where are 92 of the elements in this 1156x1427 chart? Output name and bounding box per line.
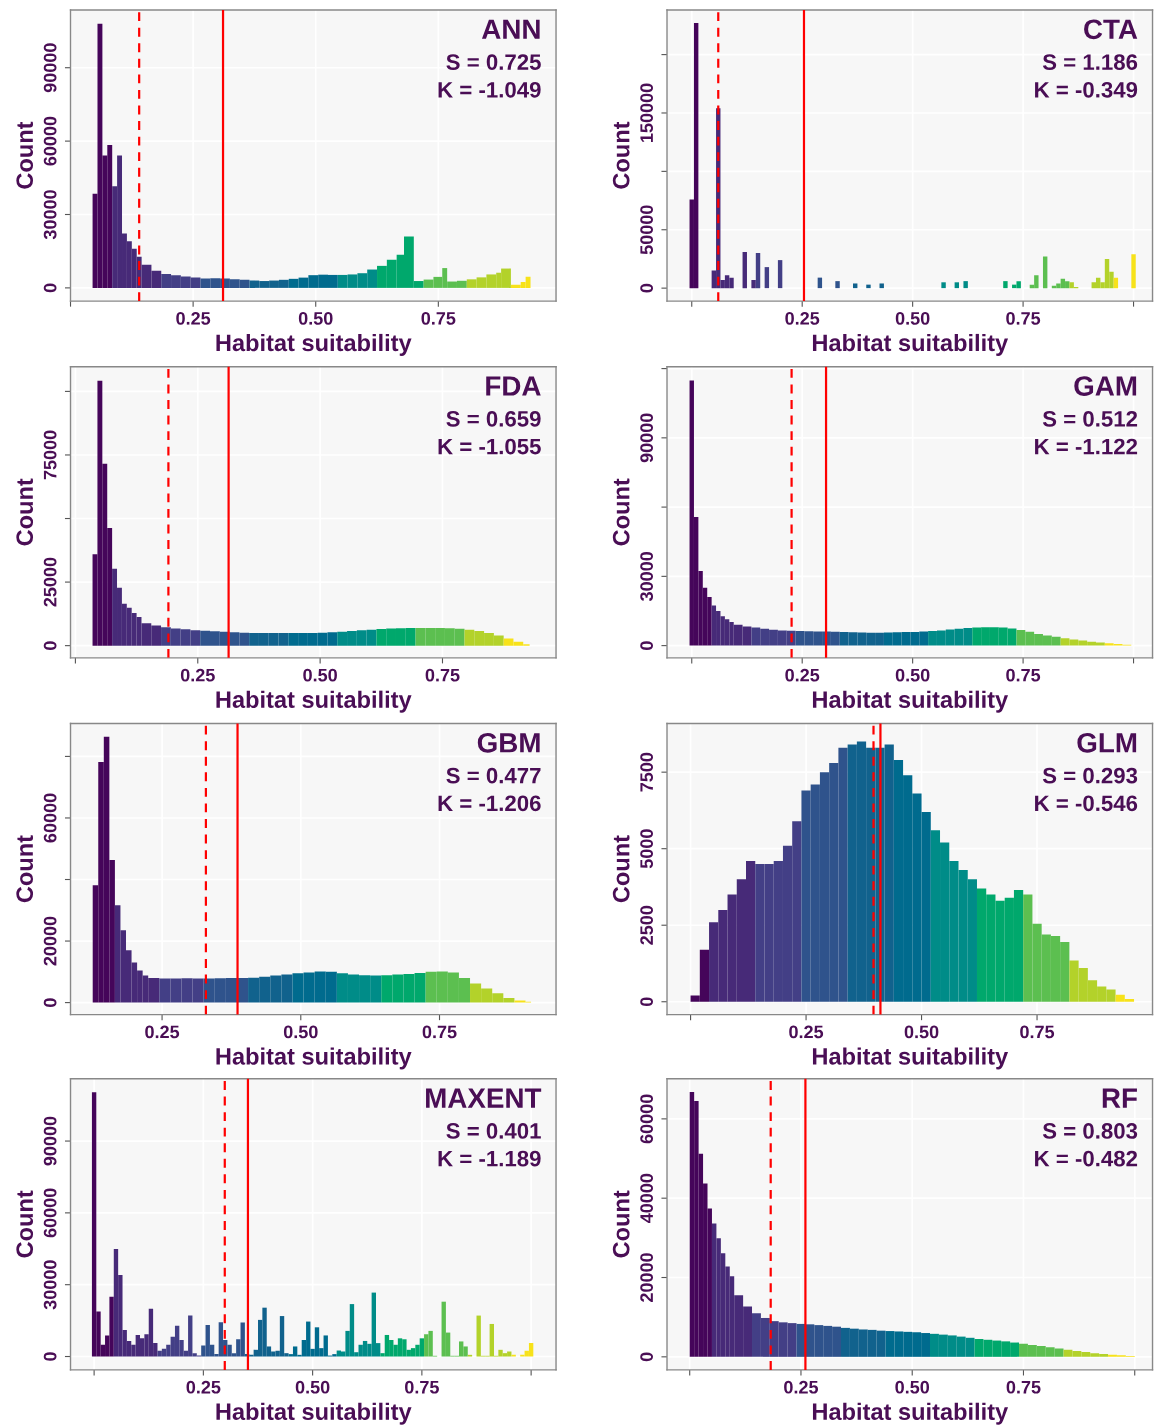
x-tick-label: 0.50 (298, 311, 333, 325)
y-tick-label: 20000 (43, 916, 57, 966)
annotation: S = 0.659 (446, 410, 541, 427)
y-axis-title: Count (612, 1190, 630, 1258)
chart-title: GAM (1074, 376, 1137, 396)
y-tick-label: 60000 (43, 1188, 57, 1238)
x-tick-label: 0.25 (789, 1025, 824, 1039)
x-tick-label: 0.50 (283, 1025, 318, 1039)
x-tick-label: 0.75 (1006, 311, 1041, 325)
y-axis-title: Count (612, 121, 630, 189)
x-axis-title: Habitat suitability (216, 333, 412, 356)
y-axis-title: Count (16, 478, 34, 546)
y-tick-label: 0 (43, 998, 57, 1007)
y-axis-title: Count (16, 1190, 34, 1258)
annotation: S = 0.293 (1042, 767, 1138, 784)
x-tick-label: 0.75 (405, 1380, 439, 1394)
annotation: S = 0.725 (446, 54, 541, 70)
x-axis-title: Habitat suitability (216, 1047, 412, 1070)
x-axis-title: Habitat suitability (812, 333, 1009, 356)
annotation: K = -1.122 (1035, 438, 1138, 455)
y-tick-label: 30000 (43, 190, 57, 240)
y-tick-label: 25000 (43, 557, 57, 607)
y-tick-label: 0 (640, 997, 654, 1007)
y-tick-label: 7500 (640, 752, 654, 792)
x-tick-label: 0.50 (895, 1380, 930, 1394)
y-tick-label: 40000 (640, 1173, 654, 1224)
y-tick-label: 30000 (43, 1260, 57, 1310)
y-tick-label: 20000 (640, 1253, 654, 1302)
y-tick-label: 150000 (640, 83, 654, 142)
chart-title: RF (1102, 1088, 1137, 1108)
y-tick-label: 90000 (43, 1116, 57, 1166)
annotation: K = -1.049 (438, 81, 541, 98)
x-tick-label: 0.75 (1020, 1025, 1055, 1039)
y-tick-label: 0 (43, 283, 57, 293)
y-tick-label: 50000 (640, 205, 654, 255)
x-axis-title: Habitat suitability (216, 690, 412, 713)
x-tick-label: 0.25 (785, 311, 820, 325)
x-axis-title: Habitat suitability (216, 1402, 412, 1425)
y-axis-title: Count (16, 121, 34, 189)
y-tick-label: 5000 (640, 829, 654, 869)
x-tick-label: 0.75 (421, 311, 456, 325)
x-tick-label: 0.25 (176, 311, 211, 325)
x-tick-label: 0.50 (904, 1025, 939, 1039)
annotation: S = 0.477 (446, 767, 541, 784)
y-tick-label: 30000 (640, 551, 654, 602)
annotation: S = 1.186 (1042, 54, 1138, 70)
chart-title: CTA (1084, 19, 1138, 40)
x-tick-label: 0.75 (422, 1025, 457, 1039)
annotation: S = 0.401 (446, 1123, 541, 1139)
x-tick-label: 0.50 (303, 668, 337, 682)
x-tick-label: 0.50 (895, 668, 930, 682)
y-axis-title: Count (16, 835, 34, 903)
annotation: K = -1.206 (438, 795, 541, 812)
x-tick-label: 0.75 (1006, 668, 1041, 682)
y-axis-title: Count (612, 478, 630, 546)
y-tick-label: 0 (640, 641, 654, 650)
chart-title: MAXENT (426, 1088, 542, 1108)
annotation: K = -0.546 (1035, 795, 1138, 812)
y-tick-label: 0 (640, 1352, 654, 1362)
y-tick-label: 75000 (43, 430, 57, 480)
annotation: K = -1.189 (438, 1150, 541, 1167)
x-tick-label: 0.50 (295, 1380, 330, 1394)
annotation: K = -0.349 (1035, 81, 1138, 98)
annotation: K = -1.055 (438, 438, 541, 455)
x-tick-label: 0.25 (784, 1380, 819, 1394)
y-tick-label: 0 (43, 1352, 57, 1361)
x-tick-label: 0.25 (145, 1025, 180, 1039)
y-tick-label: 60000 (43, 116, 57, 166)
chart-title: GLM (1077, 732, 1137, 753)
x-tick-label: 0.25 (186, 1380, 221, 1394)
y-tick-label: 90000 (640, 413, 654, 463)
y-axis-title: Count (612, 835, 630, 903)
annotation: S = 0.803 (1042, 1123, 1138, 1139)
x-tick-label: 0.25 (180, 668, 215, 682)
y-tick-label: 90000 (43, 43, 57, 93)
y-tick-label: 60000 (43, 793, 57, 843)
y-tick-label: 60000 (640, 1094, 654, 1144)
annotation: K = -0.482 (1035, 1150, 1138, 1167)
x-tick-label: 0.75 (425, 668, 460, 682)
y-tick-label: 0 (43, 641, 57, 650)
chart-title: GBM (477, 732, 540, 753)
chart-title: ANN (481, 19, 540, 39)
y-tick-label: 2500 (640, 905, 654, 945)
x-tick-label: 0.25 (785, 668, 820, 682)
annotation: S = 0.512 (1042, 410, 1138, 427)
x-axis-title: Habitat suitability (812, 1047, 1009, 1070)
x-tick-label: 0.50 (895, 311, 930, 325)
x-tick-label: 0.75 (1006, 1380, 1041, 1394)
y-tick-label: 0 (640, 283, 654, 293)
chart-title: FDA (486, 376, 541, 396)
x-axis-title: Habitat suitability (812, 690, 1009, 713)
x-axis-title: Habitat suitability (812, 1402, 1009, 1425)
